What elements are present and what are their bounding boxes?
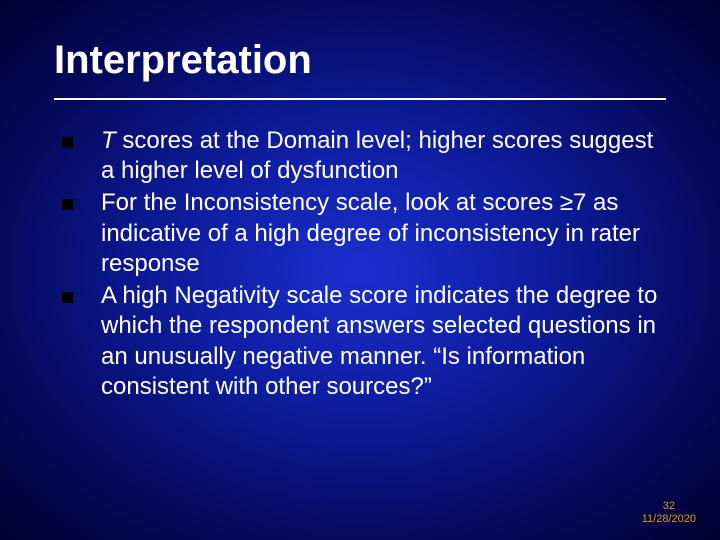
bullet-text: For the Inconsistency scale, look at sco… [101,188,662,279]
slide: Interpretation T scores at the Domain le… [0,0,720,540]
slide-title: Interpretation [54,38,312,83]
bullet-body: scores at the Domain level; higher score… [101,127,653,184]
bullet-icon [62,137,73,148]
title-underline [54,98,666,100]
bullet-icon [62,199,73,210]
page-number: 32 [642,500,696,513]
bullet-text: A high Negativity scale score indicates … [101,281,662,402]
bullet-text: T scores at the Domain level; higher sco… [101,126,662,186]
italic-lead: T [101,127,116,154]
list-item: For the Inconsistency scale, look at sco… [62,188,662,279]
bullet-body: A high Negativity scale score indicates … [101,282,657,400]
footer-date: 11/28/2020 [642,513,696,526]
bullet-body: For the Inconsistency scale, look at sco… [101,189,640,276]
bullet-icon [62,292,73,303]
list-item: T scores at the Domain level; higher sco… [62,126,662,186]
list-item: A high Negativity scale score indicates … [62,281,662,402]
bullet-list: T scores at the Domain level; higher sco… [62,126,662,404]
slide-footer: 32 11/28/2020 [642,500,696,526]
